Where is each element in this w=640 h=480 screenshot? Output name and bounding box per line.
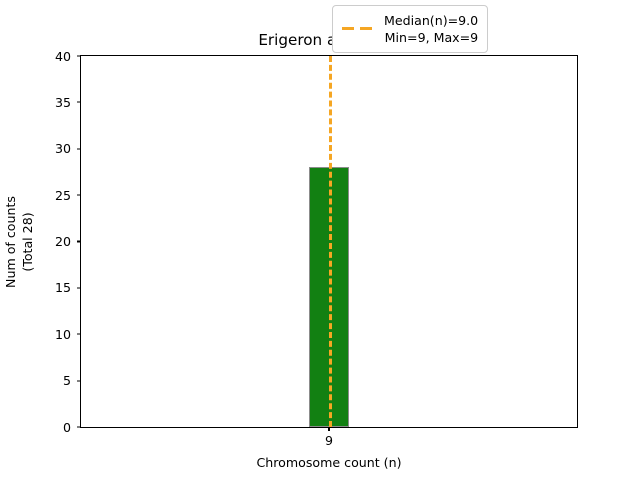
y-tick-label: 30 [54,141,71,157]
legend-item-median: Median(n)=9.0 [384,13,479,28]
y-tick-label: 15 [54,280,71,296]
y-axis-label-line1: Num of counts [3,195,18,288]
y-axis-label: Num of counts (Total 28) [0,55,38,428]
legend-item-minmax: Min=9, Max=9 [384,30,479,45]
y-tick-mark [77,240,81,243]
y-tick-mark [77,101,81,103]
plot-area: 0 5 10 15 20 25 30 35 40 9 [55,49,578,448]
y-tick-mark [77,380,81,382]
y-tick-mark [77,333,81,335]
y-tick-label: 20 [54,234,71,249]
y-tick-label: 35 [54,94,71,110]
y-tick-mark [77,194,81,196]
page-title: Erigeron alpinus L. [258,31,400,49]
y-tick-mark [77,426,81,428]
y-tick-label: 10 [54,326,71,342]
y-tick-mark [77,287,81,289]
y-tick-label: 25 [54,187,71,203]
y-tick-mark [77,148,81,150]
x-tick-label: 9 [324,433,334,448]
y-axis-label-line2: (Total 28) [20,211,35,272]
legend: Median(n)=9.0 Min=9, Max=9 [332,5,489,53]
x-tick-mark [328,427,330,431]
y-tick-mark [77,55,81,57]
y-tick-label: 40 [54,48,71,64]
y-tick-label: 0 [62,419,71,435]
median-line [329,56,332,427]
median-dash-icon [342,23,376,35]
y-tick-label: 5 [62,373,71,389]
x-axis-label: Chromosome count (n) [256,455,402,470]
